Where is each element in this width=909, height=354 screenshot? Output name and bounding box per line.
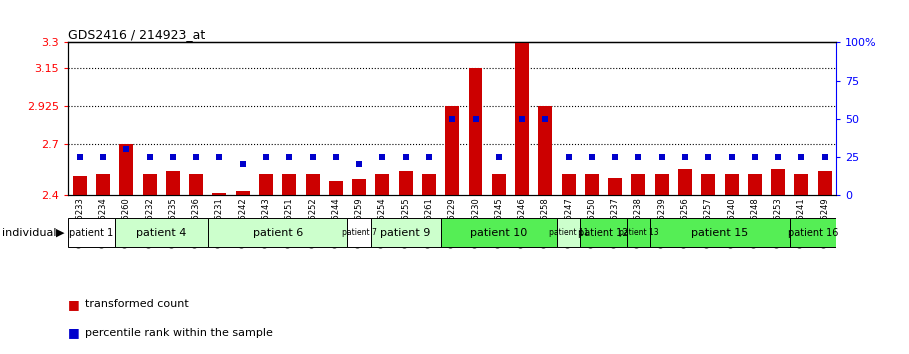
Bar bbox=[608, 178, 622, 195]
Bar bbox=[515, 42, 529, 195]
Bar bbox=[562, 175, 575, 195]
FancyBboxPatch shape bbox=[790, 218, 836, 247]
Text: patient 4: patient 4 bbox=[136, 228, 186, 238]
Bar bbox=[678, 169, 692, 195]
Text: ■: ■ bbox=[68, 326, 80, 339]
Bar bbox=[305, 175, 320, 195]
FancyBboxPatch shape bbox=[441, 218, 557, 247]
Bar bbox=[213, 193, 226, 195]
FancyBboxPatch shape bbox=[371, 218, 441, 247]
Bar bbox=[235, 191, 250, 195]
Bar bbox=[259, 175, 273, 195]
FancyBboxPatch shape bbox=[208, 218, 347, 247]
Bar bbox=[96, 175, 110, 195]
Bar bbox=[748, 175, 762, 195]
Bar bbox=[445, 106, 459, 195]
Bar bbox=[794, 175, 808, 195]
Text: percentile rank within the sample: percentile rank within the sample bbox=[85, 328, 273, 338]
Bar bbox=[283, 175, 296, 195]
Bar bbox=[143, 175, 156, 195]
Text: patient 9: patient 9 bbox=[381, 228, 431, 238]
Text: patient 16: patient 16 bbox=[788, 228, 838, 238]
Bar bbox=[584, 175, 599, 195]
Bar bbox=[189, 175, 204, 195]
Bar bbox=[632, 175, 645, 195]
FancyBboxPatch shape bbox=[650, 218, 790, 247]
Text: patient 11: patient 11 bbox=[549, 228, 588, 237]
FancyBboxPatch shape bbox=[580, 218, 627, 247]
Bar bbox=[538, 106, 553, 195]
Text: ▶: ▶ bbox=[56, 228, 65, 238]
Bar bbox=[329, 181, 343, 195]
Bar bbox=[818, 171, 832, 195]
Bar bbox=[166, 171, 180, 195]
Text: patient 15: patient 15 bbox=[691, 228, 748, 238]
Text: transformed count: transformed count bbox=[85, 299, 188, 309]
Text: patient 13: patient 13 bbox=[619, 228, 658, 237]
Text: GDS2416 / 214923_at: GDS2416 / 214923_at bbox=[68, 28, 205, 41]
Text: patient 1: patient 1 bbox=[69, 228, 114, 238]
FancyBboxPatch shape bbox=[68, 218, 115, 247]
Bar bbox=[724, 175, 738, 195]
FancyBboxPatch shape bbox=[627, 218, 650, 247]
Bar bbox=[352, 179, 366, 195]
Bar bbox=[771, 169, 785, 195]
Bar bbox=[375, 175, 389, 195]
Text: ■: ■ bbox=[68, 298, 80, 311]
Text: patient 12: patient 12 bbox=[578, 228, 629, 238]
Text: patient 10: patient 10 bbox=[470, 228, 527, 238]
Bar bbox=[468, 68, 483, 195]
Text: patient 7: patient 7 bbox=[342, 228, 376, 237]
Bar bbox=[73, 176, 86, 195]
Bar bbox=[399, 171, 413, 195]
Bar bbox=[119, 144, 134, 195]
Text: individual: individual bbox=[2, 228, 56, 238]
Bar bbox=[701, 175, 715, 195]
FancyBboxPatch shape bbox=[557, 218, 580, 247]
FancyBboxPatch shape bbox=[115, 218, 208, 247]
Bar bbox=[492, 175, 505, 195]
Text: patient 6: patient 6 bbox=[253, 228, 303, 238]
FancyBboxPatch shape bbox=[347, 218, 371, 247]
Bar bbox=[422, 175, 436, 195]
Bar bbox=[654, 175, 669, 195]
